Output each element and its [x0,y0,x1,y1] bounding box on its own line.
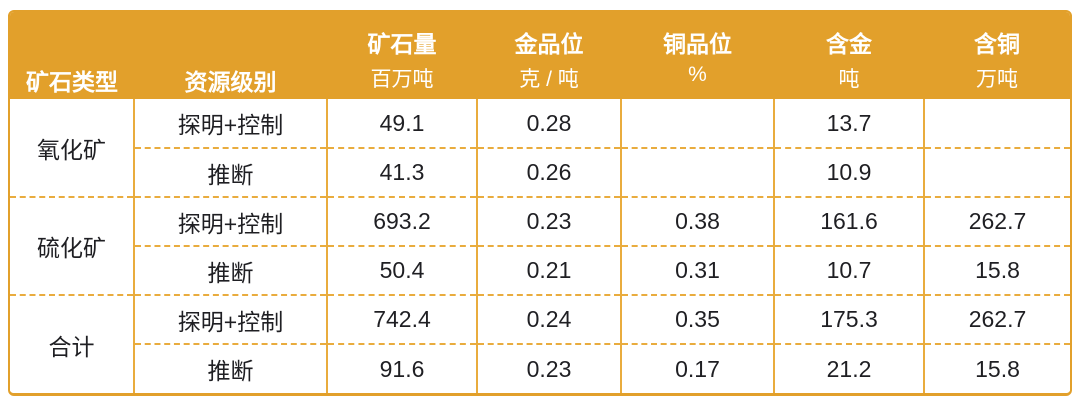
cell-copper-grade: 0.31 [620,245,774,295]
cell-resource-level: 探明+控制 [133,196,327,246]
cell-resource-level: 推断 [133,343,327,393]
cell-contained-gold: 13.7 [773,99,924,148]
unit-gold-grade: 克 / 吨 [477,61,621,99]
table-header: 矿石类型 资源级别 矿石量 金品位 铜品位 含金 含铜 百万吨 克 / 吨 % … [10,12,1070,99]
unit-ore-amount: 百万吨 [327,61,477,99]
table-row: 推断 50.4 0.21 0.31 10.7 15.8 [10,245,1070,295]
cell-ore-amount: 41.3 [326,147,477,197]
cell-copper-grade: 0.35 [620,294,774,344]
cell-resource-level: 推断 [133,245,327,295]
cell-contained-copper: 262.7 [923,294,1070,344]
cell-ore-amount: 49.1 [326,99,477,148]
cell-gold-grade: 0.23 [476,343,621,393]
cell-gold-grade: 0.28 [476,99,621,148]
header-ore-amount: 矿石量 [327,12,477,61]
cell-contained-gold: 21.2 [773,343,924,393]
cell-contained-copper [923,99,1070,148]
group-label-total: 合计 [10,294,134,393]
cell-resource-level: 推断 [133,147,327,197]
cell-contained-gold: 10.9 [773,147,924,197]
unit-copper-grade: % [621,61,774,99]
cell-copper-grade [620,99,774,148]
cell-copper-grade [620,147,774,197]
cell-gold-grade: 0.24 [476,294,621,344]
cell-contained-gold: 161.6 [773,196,924,246]
table-row: 硫化矿 探明+控制 693.2 0.23 0.38 161.6 262.7 [10,196,1070,295]
header-copper-grade: 铜品位 [621,12,774,61]
table-row: 氧化矿 探明+控制 49.1 0.28 13.7 [10,99,1070,197]
table-body: 氧化矿 探明+控制 49.1 0.28 13.7 推断 41.3 0.26 10… [10,99,1070,393]
cell-contained-copper: 15.8 [923,343,1070,393]
cell-ore-amount: 742.4 [326,294,477,344]
cell-copper-grade: 0.17 [620,343,774,393]
cell-copper-grade: 0.38 [620,196,774,246]
group-label-sulfide: 硫化矿 [10,196,134,295]
header-gold-grade: 金品位 [477,12,621,61]
cell-ore-amount: 91.6 [326,343,477,393]
header-ore-type: 矿石类型 [10,12,134,99]
cell-ore-amount: 693.2 [326,196,477,246]
resource-table: 矿石类型 资源级别 矿石量 金品位 铜品位 含金 含铜 百万吨 克 / 吨 % … [10,12,1070,393]
table-row: 合计 探明+控制 742.4 0.24 0.35 175.3 262.7 [10,294,1070,393]
cell-contained-copper: 15.8 [923,245,1070,295]
cell-contained-copper: 262.7 [923,196,1070,246]
cell-gold-grade: 0.21 [476,245,621,295]
cell-contained-gold: 175.3 [773,294,924,344]
table-row: 推断 41.3 0.26 10.9 [10,147,1070,197]
unit-contained-gold: 吨 [774,61,924,99]
unit-contained-copper: 万吨 [924,61,1070,99]
table-row: 推断 91.6 0.23 0.17 21.2 15.8 [10,343,1070,393]
group-label-oxide: 氧化矿 [10,99,134,197]
cell-ore-amount: 50.4 [326,245,477,295]
cell-gold-grade: 0.26 [476,147,621,197]
cell-contained-gold: 10.7 [773,245,924,295]
cell-gold-grade: 0.23 [476,196,621,246]
ore-resource-table: 矿石类型 资源级别 矿石量 金品位 铜品位 含金 含铜 百万吨 克 / 吨 % … [8,10,1072,396]
header-resource-level: 资源级别 [134,12,327,99]
header-contained-gold: 含金 [774,12,924,61]
cell-contained-copper [923,147,1070,197]
cell-resource-level: 探明+控制 [133,99,327,148]
header-contained-copper: 含铜 [924,12,1070,61]
cell-resource-level: 探明+控制 [133,294,327,344]
